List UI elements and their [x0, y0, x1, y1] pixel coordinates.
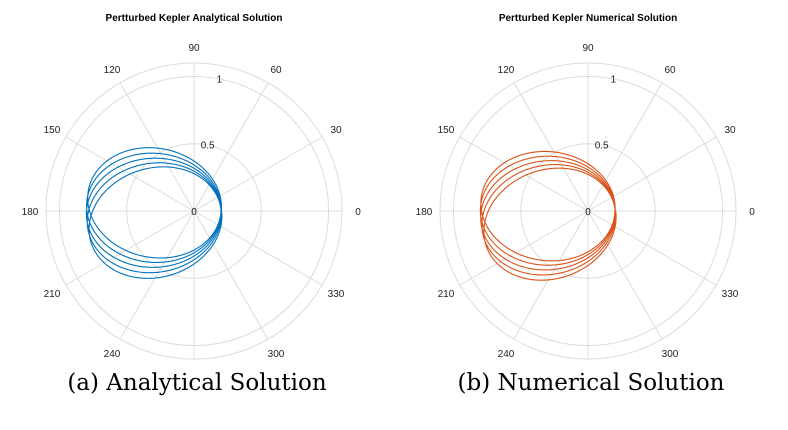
theta-tick-label: 180	[416, 207, 433, 218]
chart-title: Pertturbed Kepler Analytical Solution	[106, 13, 283, 24]
panel-numerical: Pertturbed Kepler Numerical Solution 0 30 6…	[394, 0, 788, 430]
grid-spoke-300	[193, 210, 269, 340]
theta-tick-label: 60	[270, 65, 282, 76]
theta-tick-label: 210	[438, 289, 455, 300]
grid-spoke-30	[193, 136, 323, 212]
orbit-line	[479, 150, 617, 281]
theta-tick-label: 330	[328, 289, 345, 300]
theta-tick-label: 90	[582, 43, 594, 54]
caption-analytical: (a) Analytical Solution	[67, 370, 327, 396]
grid-spoke-60	[193, 82, 269, 212]
theta-tick-label: 240	[498, 349, 515, 360]
theta-tick-label: 150	[438, 125, 455, 136]
theta-tick-label: 90	[188, 43, 200, 54]
theta-tick-label: 0	[749, 207, 755, 218]
panel-analytical: Pertturbed Kepler Analytical Solution 0 30…	[22, 13, 362, 396]
polar-chart-analytical: Pertturbed Kepler Analytical Solution 0 30…	[22, 13, 362, 360]
polar-chart-numerical: Pertturbed Kepler Numerical Solution 0 30 6…	[416, 13, 756, 360]
theta-tick-label: 240	[104, 349, 121, 360]
grid-spoke-30	[587, 136, 717, 212]
grid-spoke-120	[513, 82, 589, 212]
r-tick-label: 0	[585, 207, 591, 218]
theta-tick-label: 330	[722, 289, 739, 300]
theta-tick-label: 300	[268, 349, 285, 360]
chart-title: Pertturbed Kepler Numerical Solution	[499, 13, 677, 24]
theta-tick-label: 180	[22, 207, 39, 218]
grid-spoke-210	[459, 210, 589, 286]
caption-numerical: (b) Numerical Solution	[457, 370, 725, 396]
theta-tick-label: 120	[498, 65, 515, 76]
theta-tick-label: 210	[44, 289, 61, 300]
theta-tick-label: 30	[724, 125, 736, 136]
r-tick-label: 0.5	[201, 141, 215, 152]
grid-spoke-300	[587, 210, 663, 340]
theta-tick-label: 30	[330, 125, 342, 136]
orbit-line	[85, 147, 223, 279]
r-tick-label: 0	[191, 207, 197, 218]
r-tick-label: 0.5	[595, 141, 609, 152]
r-tick-label: 1	[611, 74, 617, 85]
grid-spoke-240	[119, 210, 195, 340]
grid-spoke-330	[193, 210, 323, 286]
grid-spoke-240	[513, 210, 589, 340]
theta-tick-label: 0	[355, 207, 361, 218]
theta-tick-label: 150	[44, 125, 61, 136]
grid-spoke-150	[459, 136, 589, 212]
grid-spoke-210	[65, 210, 195, 286]
theta-tick-label: 60	[664, 65, 676, 76]
grid-spoke-60	[587, 82, 663, 212]
theta-tick-label: 120	[104, 65, 121, 76]
grid-spoke-330	[587, 210, 717, 286]
r-tick-label: 1	[217, 74, 223, 85]
theta-tick-label: 300	[662, 349, 679, 360]
grid-spoke-120	[119, 82, 195, 212]
